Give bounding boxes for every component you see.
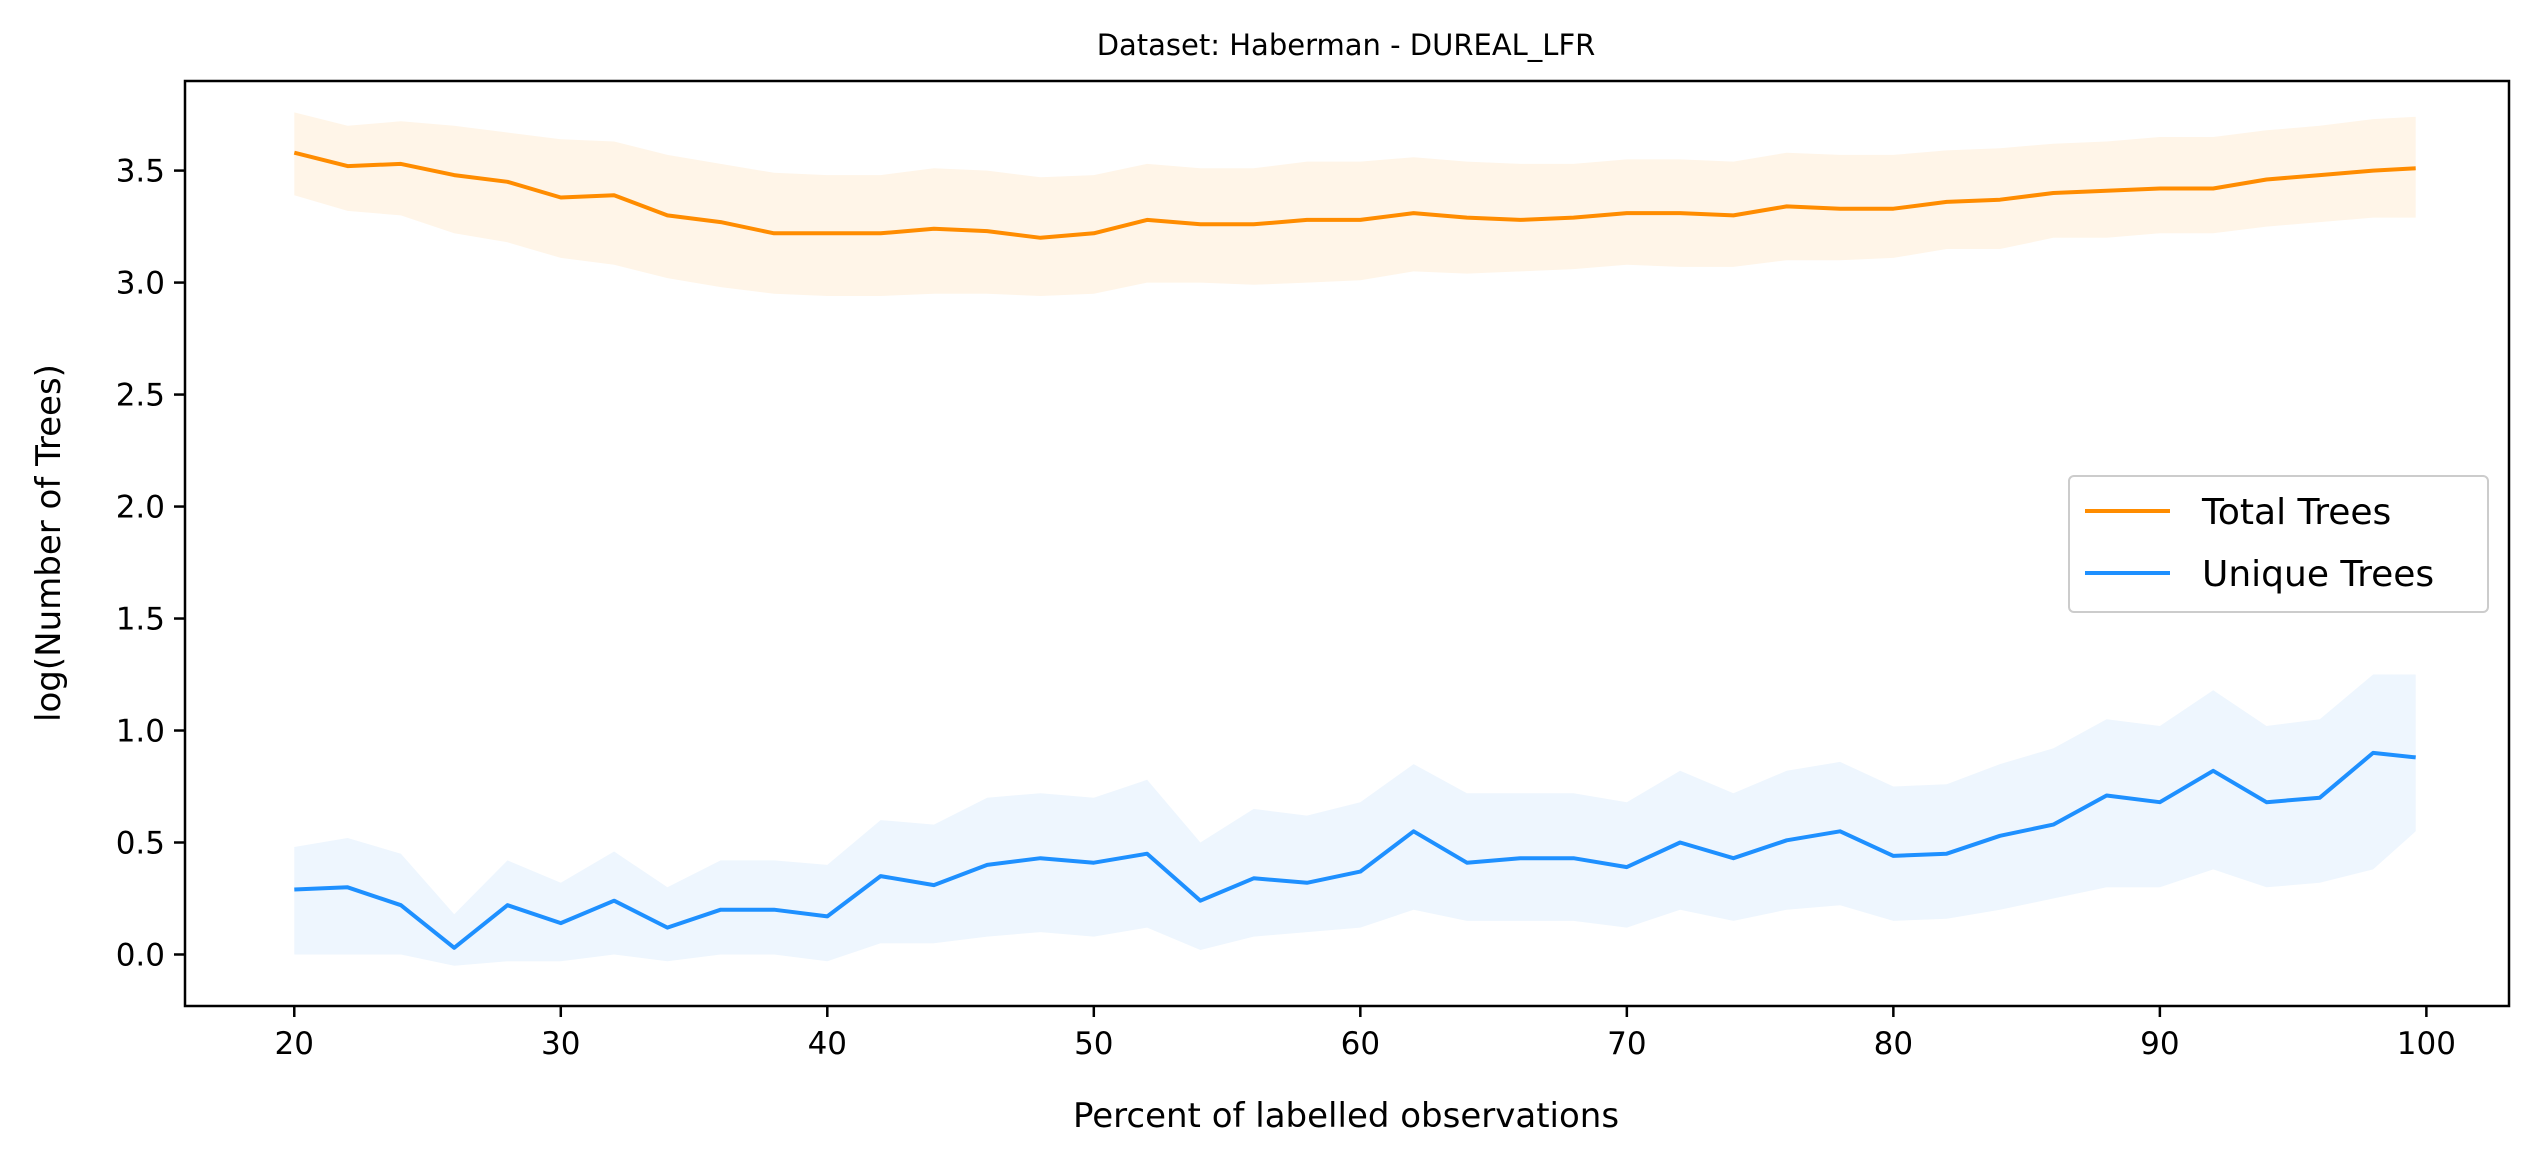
plot-frame — [183, 79, 2511, 1008]
total-trees-band — [294, 112, 2416, 297]
y-tick-label: 3.0 — [116, 266, 165, 302]
chart-title: Dataset: Haberman - DUREAL_LFR — [1097, 28, 1596, 62]
y-tick-label: 2.5 — [116, 378, 165, 414]
legend: Total Trees Unique Trees — [2068, 475, 2489, 613]
y-axis-label: log(Number of Trees) — [29, 364, 69, 722]
x-axis-label: Percent of labelled observations — [1073, 1096, 1619, 1136]
y-axis-ticks: 0.0 0.5 1.0 1.5 2.0 2.5 3.0 3.5 — [116, 154, 185, 973]
total-trees-line — [293, 150, 2416, 240]
confidence-bands — [294, 112, 2416, 966]
y-tick-label: 3.5 — [116, 154, 165, 190]
x-tick-label: 40 — [808, 1026, 847, 1062]
legend-box — [2068, 475, 2489, 613]
x-tick-label: 80 — [1874, 1026, 1913, 1062]
y-tick-label: 0.5 — [116, 826, 165, 862]
legend-entry: Total Trees — [2201, 492, 2391, 533]
x-tick-label: 50 — [1074, 1026, 1113, 1062]
x-tick-label: 30 — [541, 1026, 580, 1062]
x-tick-label: 70 — [1607, 1026, 1646, 1062]
y-tick-label: 0.0 — [116, 937, 165, 973]
unique-trees-line — [294, 750, 2416, 950]
series-lines — [293, 150, 2416, 950]
x-tick-label: 100 — [2397, 1026, 2456, 1062]
y-tick-label: 1.0 — [116, 714, 165, 750]
x-tick-label: 20 — [275, 1026, 314, 1062]
x-axis-ticks: 20 30 40 50 60 70 80 90 100 — [275, 1006, 2456, 1062]
x-tick-label: 90 — [2140, 1026, 2179, 1062]
unique-trees-band — [294, 674, 2416, 966]
y-tick-label: 2.0 — [116, 490, 165, 526]
y-tick-label: 1.5 — [116, 602, 165, 638]
x-tick-label: 60 — [1341, 1026, 1380, 1062]
legend-entry: Unique Trees — [2202, 554, 2434, 595]
